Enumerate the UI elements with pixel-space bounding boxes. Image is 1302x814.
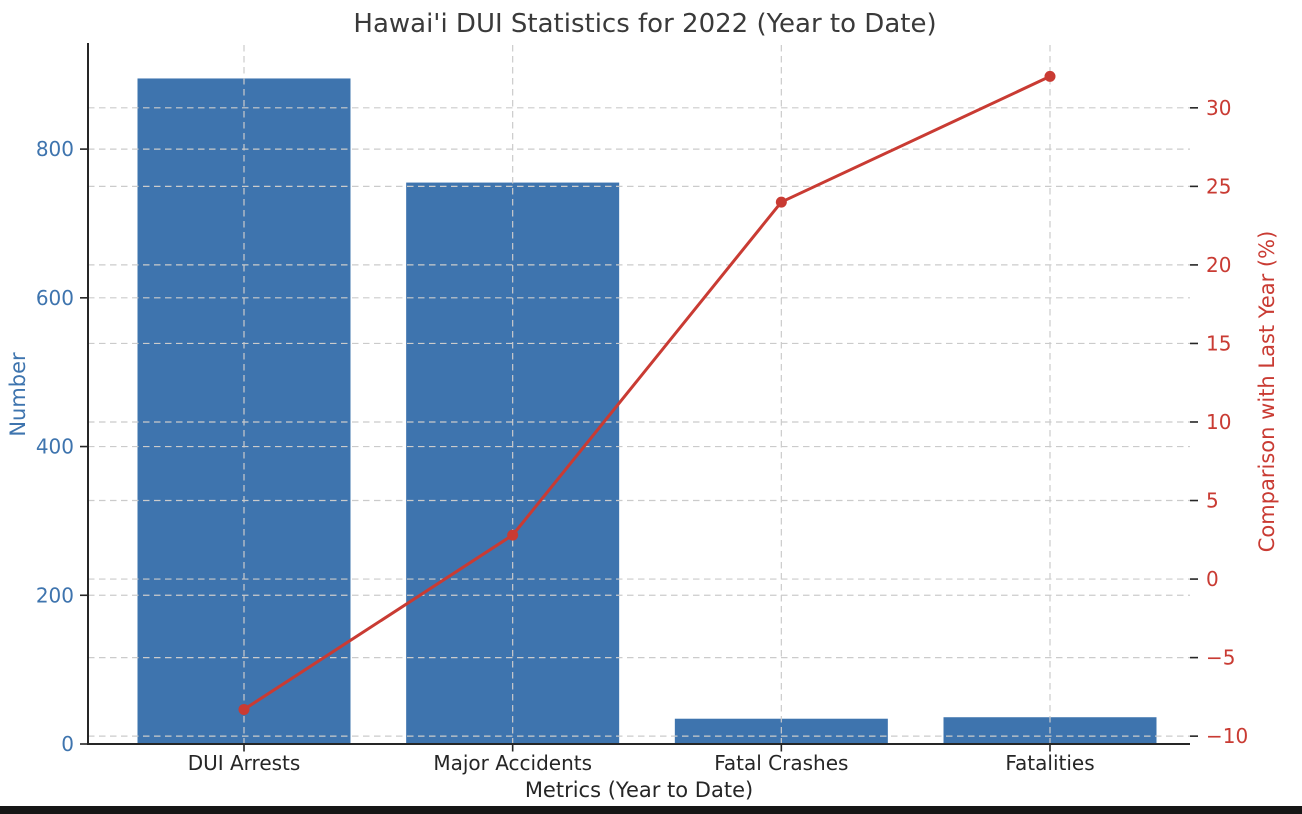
window-bottom-edge bbox=[0, 806, 1302, 814]
left-tick-label-600: 600 bbox=[36, 286, 74, 310]
left-tick-label-800: 800 bbox=[36, 137, 74, 161]
right-tick-label-5: 5 bbox=[1206, 489, 1219, 513]
right-tick-label--5: −5 bbox=[1206, 646, 1235, 670]
y-axis-label-left: Number bbox=[6, 352, 30, 437]
comparison-line bbox=[243, 75, 1051, 711]
chart-text: 0 200 400 600 800 −10 −5 0 5 10 15 20 25 30 DUI Arrest… bbox=[6, 9, 1279, 802]
chart-title: Hawai'i DUI Statistics for 2022 (Year to… bbox=[353, 9, 936, 39]
right-tick-label-30: 30 bbox=[1206, 96, 1231, 120]
x-axis-label: Metrics (Year to Date) bbox=[525, 778, 753, 802]
line-point-fatal-crashes bbox=[775, 196, 787, 208]
left-tick-label-400: 400 bbox=[36, 435, 74, 459]
right-tick-label-25: 25 bbox=[1206, 174, 1231, 198]
right-tick-label-20: 20 bbox=[1206, 253, 1231, 277]
x-tick-label-fatalities: Fatalities bbox=[1005, 751, 1094, 775]
line-series bbox=[238, 70, 1056, 715]
right-tick-label-0: 0 bbox=[1206, 567, 1219, 591]
left-tick-label-0: 0 bbox=[61, 732, 74, 756]
gridlines bbox=[88, 45, 1190, 744]
x-tick-label-major-accidents: Major Accidents bbox=[433, 751, 592, 775]
line-point-dui-arrests bbox=[238, 703, 250, 715]
right-tick-label-10: 10 bbox=[1206, 410, 1231, 434]
right-tick-label-15: 15 bbox=[1206, 331, 1231, 355]
right-tick-label--10: −10 bbox=[1206, 724, 1248, 748]
line-point-major-accidents bbox=[507, 529, 519, 541]
y-axis-label-right: Comparison with Last Year (%) bbox=[1255, 231, 1279, 553]
x-tick-label-fatal-crashes: Fatal Crashes bbox=[714, 751, 848, 775]
bar-series bbox=[137, 78, 1157, 744]
axes-spines bbox=[87, 43, 1190, 745]
left-tick-label-200: 200 bbox=[36, 583, 74, 607]
line-point-fatalities bbox=[1044, 70, 1056, 82]
tick-marks bbox=[80, 107, 1198, 752]
x-tick-label-dui-arrests: DUI Arrests bbox=[188, 751, 301, 775]
